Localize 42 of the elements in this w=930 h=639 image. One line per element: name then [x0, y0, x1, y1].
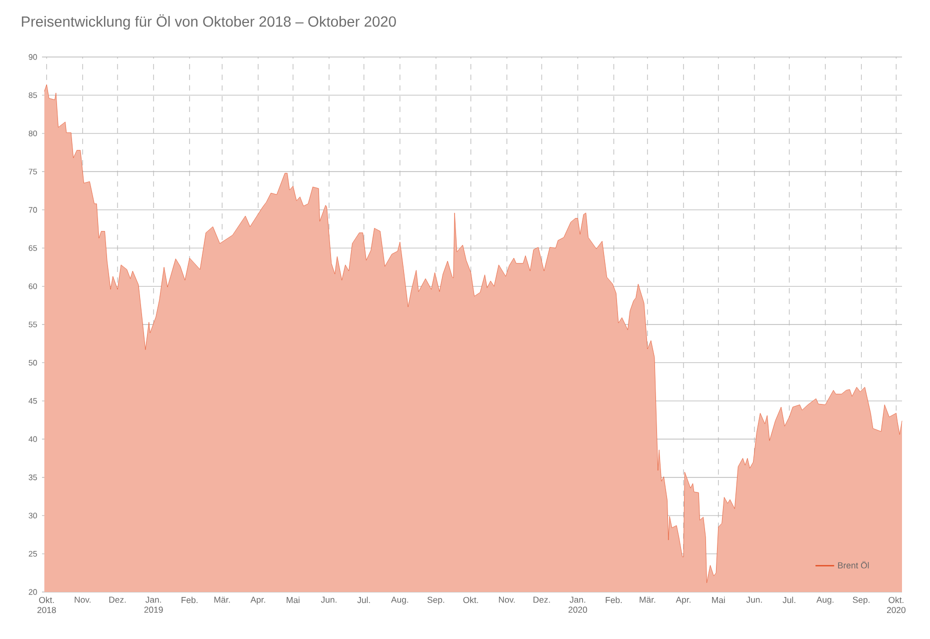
x-tick-label: Aug.	[816, 596, 834, 604]
x-tick-label: Jun.	[746, 596, 762, 603]
x-tick-label: Jan. 2020	[568, 596, 588, 613]
x-tick-label: Feb.	[182, 596, 198, 604]
x-tick-label: Nov.	[498, 596, 515, 603]
x-tick-label: Jan. 2019	[144, 596, 163, 613]
y-tick-label: 90	[28, 54, 37, 60]
y-tick-label: 50	[28, 360, 37, 366]
y-tick-label: 85	[28, 92, 37, 98]
y-tick-label: 65	[28, 245, 37, 251]
y-tick-label: 70	[28, 207, 37, 213]
x-tick-label: Okt. 2020	[886, 596, 906, 614]
x-tick-label: Mai	[286, 596, 300, 604]
x-tick-label: Apr.	[250, 596, 266, 604]
y-tick-label: 35	[28, 474, 37, 480]
y-tick-label: 40	[28, 436, 37, 442]
x-tick-label: Jul.	[782, 596, 796, 604]
y-tick-label: 45	[28, 398, 37, 404]
x-tick-label: Jun.	[320, 596, 336, 603]
y-tick-label: 80	[28, 130, 37, 136]
chart-title: Preisentwicklung für Öl von Oktober 2018 – Oktober 2020	[22, 14, 396, 30]
legend-label: Brent Öl	[838, 561, 869, 568]
y-tick-label: 20	[28, 589, 37, 595]
x-tick-label: Mär.	[640, 596, 656, 603]
x-tick-label: Nov.	[74, 596, 90, 603]
x-tick-label: Okt.	[463, 596, 478, 604]
x-tick-label: Okt. 2018	[37, 596, 56, 614]
y-tick-label: 30	[28, 512, 37, 518]
y-tick-label: 60	[28, 283, 37, 290]
x-tick-label: Jul.	[357, 596, 370, 604]
x-tick-label: Sep.	[427, 596, 444, 605]
x-tick-label: Feb.	[606, 596, 622, 604]
y-tick-label: 55	[28, 322, 37, 328]
y-tick-label: 75	[28, 168, 37, 174]
x-tick-label: Mär.	[214, 596, 230, 603]
x-tick-label: Dez.	[534, 596, 550, 603]
y-tick-label: 25	[28, 550, 37, 557]
x-tick-label: Dez.	[109, 596, 126, 603]
x-tick-label: Aug.	[391, 596, 408, 604]
x-tick-label: Sep.	[852, 596, 870, 605]
x-tick-label: Mai	[712, 596, 725, 604]
x-tick-label: Apr.	[676, 596, 690, 604]
